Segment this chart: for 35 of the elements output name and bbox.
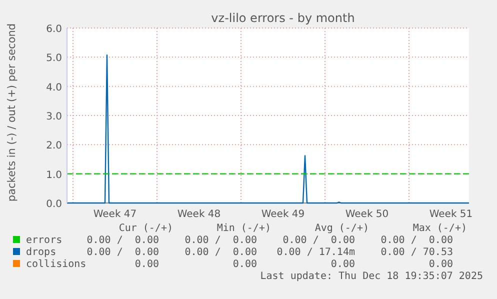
y-axis-title: packets in (-) / out (+) per second (6, 23, 18, 202)
text: 0.00 / 0.00 (184, 235, 257, 246)
x-tick-label: Week 48 (177, 209, 221, 220)
text: Last update: Thu Dec 18 19:35:07 2025 (260, 271, 483, 282)
y-tick-label: 3.0 (46, 112, 62, 122)
text: 0.00 / 0.00 (282, 235, 355, 246)
text: 0.00 (330, 259, 355, 270)
text: 0.00 / 70.53 (380, 247, 453, 258)
text: Max (-/+) (412, 223, 467, 234)
y-tick-label: 0.0 (46, 199, 62, 210)
y-tick-label: 1.0 (46, 170, 62, 181)
y-tick-label: 2.0 (46, 140, 62, 152)
x-tick-label: Week 51 (429, 209, 473, 220)
legend-label: errors (26, 235, 62, 246)
legend-label: drops (26, 247, 56, 258)
y-tick-label: 6.0 (46, 24, 62, 35)
text: 0.00 / 0.00 (86, 247, 159, 258)
line-series (66, 54, 470, 204)
text: 0.00 / 17.14m (276, 247, 355, 258)
text: 0.00 (232, 259, 257, 270)
chart-title: vz-lilo errors - by month (211, 11, 355, 25)
text: Cur (-/+) (118, 223, 173, 234)
x-tick-label: Week 49 (261, 209, 305, 220)
text: 0.00 (134, 259, 159, 270)
y-tick-label: 4.0 (46, 82, 62, 94)
y-tick-label: 5.0 (46, 53, 62, 64)
text: 0.00 / 0.00 (380, 235, 453, 246)
text: 0.00 (428, 259, 453, 270)
text: 0.00 / 0.00 (184, 247, 257, 258)
x-tick-label: Week 47 (93, 209, 137, 220)
text: 0.00 / 0.00 (86, 235, 159, 246)
legend-label: collisions (26, 259, 86, 270)
text: Avg (-/+) (314, 223, 369, 234)
text: Min (-/+) (216, 223, 271, 234)
x-tick-label: Week 50 (345, 209, 389, 220)
